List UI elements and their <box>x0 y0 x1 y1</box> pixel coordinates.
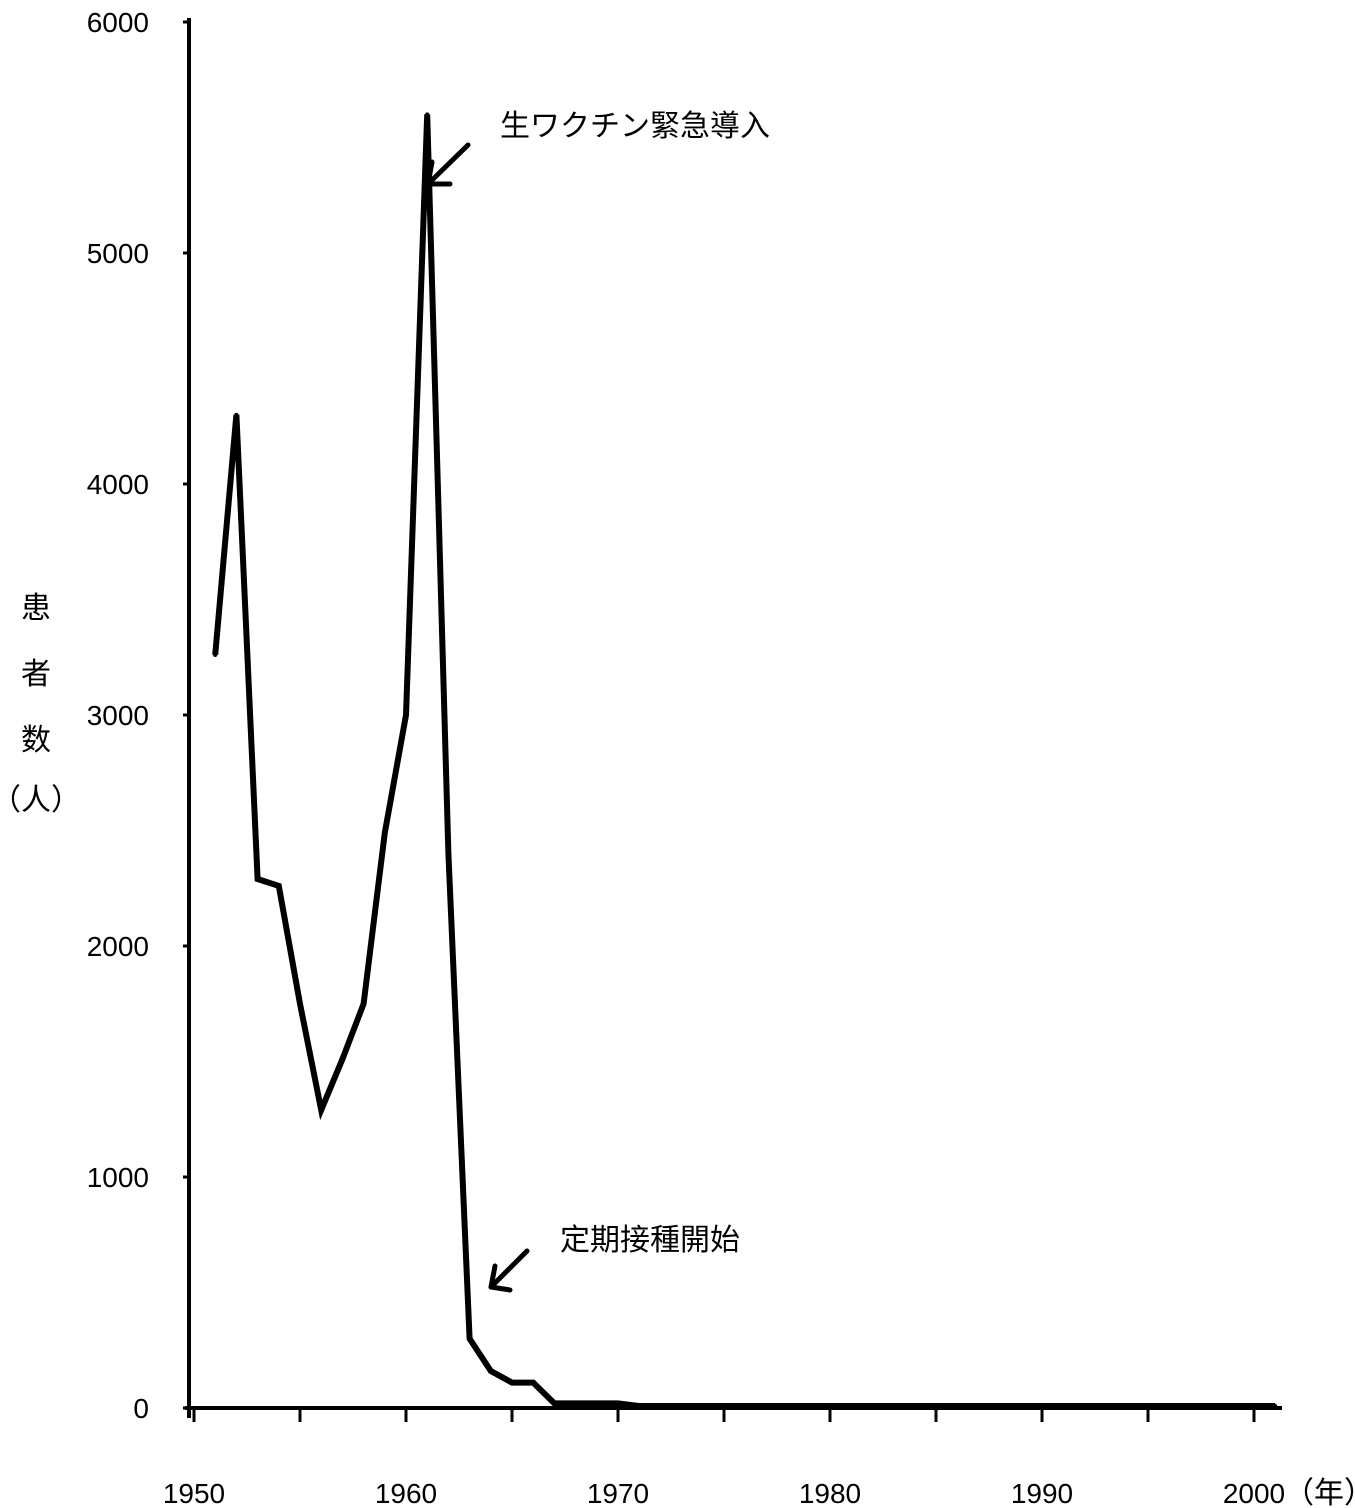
data-point <box>573 1401 578 1406</box>
y-tick-label: 2000 <box>87 931 149 962</box>
data-point <box>361 1001 366 1006</box>
data-point <box>1252 1404 1256 1408</box>
y-tick-label: 0 <box>133 1393 149 1424</box>
x-tick-label: 1990 <box>1011 1478 1073 1508</box>
data-point <box>382 830 387 835</box>
annotation-routine-vaccination: 定期接種開始 <box>488 1223 740 1293</box>
data-point <box>1146 1404 1150 1408</box>
x-axis-unit: （年） <box>1284 1476 1355 1508</box>
y-tick-label: 4000 <box>87 469 149 500</box>
data-point <box>934 1404 938 1408</box>
data-point <box>276 883 281 888</box>
x-tick-label: 1970 <box>587 1478 649 1508</box>
arrow-icon <box>488 1248 530 1293</box>
data-point <box>425 112 430 117</box>
data-points <box>213 112 1278 1408</box>
x-tick-label: 1980 <box>799 1478 861 1508</box>
axes <box>185 18 1282 1418</box>
data-point <box>467 1336 472 1341</box>
x-tick-label: 2000 <box>1223 1478 1285 1508</box>
y-axis-title-char: 者 <box>21 657 51 692</box>
data-point <box>828 1404 832 1408</box>
data-point <box>552 1401 557 1406</box>
y-axis-title-char: （人） <box>0 783 81 818</box>
data-point <box>319 1108 324 1113</box>
annotation-live-vaccine: 生ワクチン緊急導入 <box>425 109 770 187</box>
data-point <box>488 1369 493 1374</box>
data-point <box>213 652 218 657</box>
x-ticks: 1950 1960 1970 1980 1990 2000 <box>163 1408 1285 1508</box>
data-point <box>404 713 408 717</box>
annotation-live-vaccine-text: 生ワクチン緊急導入 <box>500 109 770 144</box>
data-point <box>298 1001 302 1006</box>
arrow-icon <box>425 142 471 187</box>
series-line <box>212 114 1276 1409</box>
y-axis-title-char: 患 <box>21 591 51 626</box>
data-point <box>234 412 239 417</box>
x-tick-label: 1960 <box>375 1478 437 1508</box>
y-ticks: 0 1000 2000 3000 4000 5000 6000 <box>87 7 189 1424</box>
data-point <box>255 877 260 882</box>
data-point <box>637 1404 642 1408</box>
y-axis-title-char: 数 <box>21 723 51 758</box>
data-point <box>531 1380 536 1385</box>
data-point <box>340 1057 345 1062</box>
data-point <box>722 1404 726 1408</box>
y-axis-title: 患者数 （人） <box>0 591 81 818</box>
data-point <box>510 1380 514 1385</box>
y-tick-label: 3000 <box>87 700 149 731</box>
data-point <box>616 1401 620 1406</box>
data-point <box>446 851 451 856</box>
data-point <box>594 1401 599 1406</box>
annotations: 生ワクチン緊急導入 定期接種開始 <box>425 109 770 1293</box>
x-tick-label: 1950 <box>163 1478 225 1508</box>
y-tick-label: 6000 <box>87 7 149 38</box>
data-point <box>1040 1404 1044 1408</box>
data-point <box>1273 1404 1278 1408</box>
y-tick-label: 1000 <box>87 1162 149 1193</box>
y-tick-label: 5000 <box>87 238 149 269</box>
annotation-routine-vaccination-text: 定期接種開始 <box>560 1223 740 1258</box>
